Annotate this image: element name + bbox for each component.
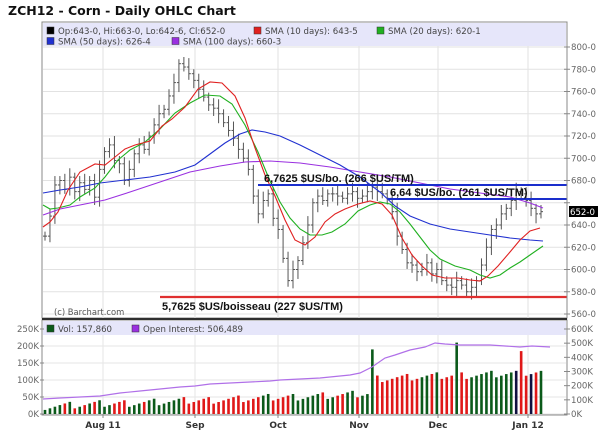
price-axis-label: 620-0	[571, 243, 596, 253]
price-axis-label: 600-0	[571, 266, 596, 276]
sma50-swatch-icon	[46, 37, 55, 45]
resistance-label-1: 6,7625 $US/bo. (266 $US/TM)	[264, 173, 414, 185]
sma10-line	[42, 81, 541, 282]
resistance-label-2: 6,64 $US/bo. (261 $US/TM)	[390, 187, 528, 199]
volume-panel	[41, 319, 568, 416]
price-panel	[41, 21, 568, 319]
volume-left-axis-label: 0K	[28, 410, 39, 420]
sma10-swatch-icon	[253, 26, 262, 35]
volume-swatch-icon	[46, 324, 55, 333]
volume-right-axis-label: 400K	[571, 353, 593, 363]
sma20-line	[42, 94, 544, 279]
volume-left-axis-label: 200K	[17, 342, 39, 352]
date-axis-label: Aug 11	[85, 421, 120, 431]
date-axis: Aug 11 Sep Oct Nov Dec Jan 12	[85, 414, 544, 431]
volume-bars	[43, 342, 543, 414]
volume-right-axis-label: 0K	[571, 410, 582, 420]
price-axis-label: 740-0	[571, 110, 596, 120]
legend-sma50: SMA (50 days): 626-4	[58, 38, 151, 48]
sma20-swatch-icon	[376, 26, 385, 35]
date-axis-label: Nov	[349, 421, 369, 431]
volume-left-axis-label: 100K	[17, 376, 39, 386]
volume-right-axis-label: 100K	[571, 396, 593, 406]
legend-sma10: SMA (10 days): 643-5	[265, 27, 358, 37]
open-interest-line	[42, 342, 551, 400]
legend-open-interest: Open Interest: 506,489	[143, 325, 243, 335]
date-axis-label: Dec	[429, 421, 448, 431]
open-interest-swatch-icon	[131, 324, 140, 333]
price-axis: 800-0 780-0 760-0 740-0 720-0 700-0 680-0 640-0…	[564, 43, 596, 320]
price-axis-label: 700-0	[571, 154, 596, 164]
legend-sma100: SMA (100 days): 660-3	[183, 38, 281, 48]
support-label: 5,7625 $US/boisseau (227 $US/TM)	[162, 301, 343, 313]
date-axis-label: Jan 12	[511, 421, 544, 431]
chart-title: ZCH12 - Corn - Daily OHLC Chart	[8, 3, 236, 18]
volume-axes: 250K 200K 150K 100K 50K 0K 600K 500K 400K 300K 200…	[17, 325, 593, 420]
sma100-line	[42, 160, 544, 216]
price-axis-label: 760-0	[571, 88, 596, 98]
ohlc-bars	[43, 57, 543, 300]
price-axis-label: 580-0	[571, 288, 596, 298]
last-price-value: 652-0	[570, 208, 595, 218]
date-axis-label: Oct	[269, 421, 287, 431]
sma100-swatch-icon	[171, 37, 180, 45]
date-axis-label: Sep	[185, 421, 205, 431]
volume-right-axis-label: 200K	[571, 382, 593, 392]
volume-right-axis-label: 500K	[571, 339, 593, 349]
price-gridlines	[43, 46, 566, 318]
price-axis-label: 720-0	[571, 132, 596, 142]
volume-legend-band	[43, 321, 566, 335]
price-axis-label: 680-0	[571, 177, 596, 187]
price-axis-label: 800-0	[571, 43, 596, 53]
volume-left-axis-label: 250K	[17, 325, 39, 335]
legend-ohlc: Op:643-0, Hi:663-0, Lo:642-6, Cl:652-0	[58, 27, 225, 37]
ohlc-swatch-icon	[46, 26, 55, 35]
last-price-tag	[569, 206, 598, 217]
price-legend: Op:643-0, Hi:663-0, Lo:642-6, Cl:652-0 S…	[46, 26, 481, 48]
legend-volume: Vol: 157,860	[58, 325, 112, 335]
volume-right-axis-label: 600K	[571, 325, 593, 335]
volume-left-axis-label: 150K	[17, 359, 39, 369]
volume-left-axis-label: 50K	[22, 393, 39, 403]
legend-sma20: SMA (20 days): 620-1	[388, 27, 481, 37]
volume-right-axis-label: 300K	[571, 368, 593, 378]
copyright: (c) Barchart.com	[54, 307, 124, 317]
price-axis-label: 640-0	[571, 221, 596, 231]
price-axis-label: 560-0	[571, 310, 596, 320]
sma50-line	[42, 129, 544, 242]
price-axis-label: 780-0	[571, 65, 596, 75]
